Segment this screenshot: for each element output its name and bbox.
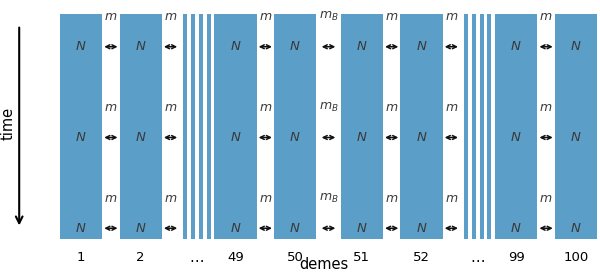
Bar: [476, 14, 479, 239]
Text: $m$: $m$: [104, 192, 118, 205]
Text: $N$: $N$: [511, 131, 522, 144]
Text: $N$: $N$: [135, 222, 146, 235]
Text: $m$: $m$: [104, 10, 118, 23]
Text: time: time: [0, 107, 16, 140]
Text: $m_B$: $m_B$: [319, 192, 338, 205]
Text: $N$: $N$: [356, 40, 368, 53]
Text: $N$: $N$: [289, 40, 301, 53]
Text: $m$: $m$: [164, 192, 177, 205]
Text: 1: 1: [77, 251, 85, 264]
Text: 52: 52: [413, 251, 430, 264]
Text: $N$: $N$: [416, 40, 427, 53]
Text: $N$: $N$: [135, 131, 146, 144]
Text: $N$: $N$: [570, 222, 582, 235]
Text: $N$: $N$: [289, 222, 301, 235]
Bar: [187, 14, 191, 239]
Bar: [211, 14, 214, 239]
Bar: [179, 14, 183, 239]
Text: $N$: $N$: [75, 40, 87, 53]
Text: $m$: $m$: [259, 101, 272, 114]
Text: $N$: $N$: [135, 40, 146, 53]
Text: $m$: $m$: [385, 10, 398, 23]
Text: 50: 50: [287, 251, 304, 264]
Bar: [60, 14, 597, 239]
Text: 51: 51: [353, 251, 370, 264]
Text: $N$: $N$: [356, 222, 368, 235]
Bar: [383, 14, 400, 239]
Text: $N$: $N$: [75, 131, 87, 144]
Bar: [443, 14, 460, 239]
Bar: [257, 14, 274, 239]
Bar: [316, 14, 341, 239]
Text: $m$: $m$: [385, 192, 398, 205]
Text: $N$: $N$: [75, 222, 87, 235]
Text: $N$: $N$: [230, 40, 241, 53]
Text: $N$: $N$: [230, 131, 241, 144]
Text: $N$: $N$: [356, 131, 368, 144]
Text: 2: 2: [136, 251, 145, 264]
Text: $m$: $m$: [445, 192, 458, 205]
Bar: [102, 14, 119, 239]
Text: $N$: $N$: [230, 222, 241, 235]
Bar: [468, 14, 472, 239]
Bar: [162, 14, 179, 239]
Text: 49: 49: [227, 251, 244, 264]
Text: $N$: $N$: [511, 40, 522, 53]
Text: $\ldots$: $\ldots$: [190, 250, 205, 265]
Text: $m$: $m$: [164, 10, 177, 23]
Text: $m$: $m$: [104, 101, 118, 114]
Text: $m$: $m$: [539, 192, 553, 205]
Bar: [484, 14, 487, 239]
Text: 99: 99: [508, 251, 524, 264]
Text: $N$: $N$: [416, 222, 427, 235]
Text: demes: demes: [299, 257, 349, 272]
Text: $N$: $N$: [416, 131, 427, 144]
Bar: [195, 14, 199, 239]
Bar: [203, 14, 206, 239]
Text: $m$: $m$: [539, 10, 553, 23]
Text: $m$: $m$: [164, 101, 177, 114]
Text: $m_B$: $m_B$: [319, 101, 338, 114]
Text: $N$: $N$: [570, 131, 582, 144]
Text: 100: 100: [563, 251, 589, 264]
Text: $N$: $N$: [289, 131, 301, 144]
Text: $N$: $N$: [511, 222, 522, 235]
Text: $m_B$: $m_B$: [319, 10, 338, 23]
Text: $N$: $N$: [570, 40, 582, 53]
Text: $m$: $m$: [259, 10, 272, 23]
Text: $m$: $m$: [445, 10, 458, 23]
Text: $m$: $m$: [259, 192, 272, 205]
Bar: [460, 14, 464, 239]
Text: $\ldots$: $\ldots$: [470, 250, 485, 265]
Text: $m$: $m$: [539, 101, 553, 114]
Text: $m$: $m$: [385, 101, 398, 114]
Bar: [538, 14, 555, 239]
Text: $m$: $m$: [445, 101, 458, 114]
Bar: [491, 14, 495, 239]
